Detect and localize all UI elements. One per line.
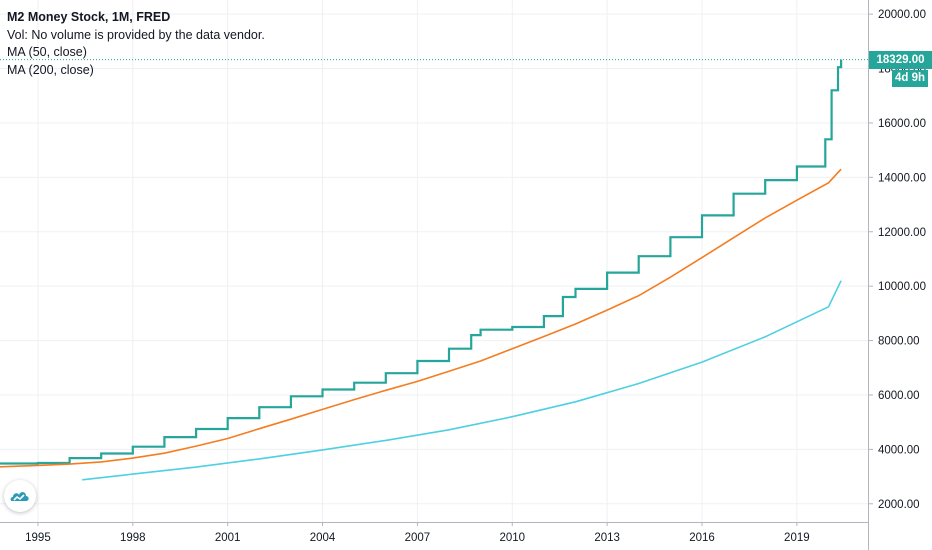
x-tick-label: 2007 xyxy=(405,532,431,544)
gridlines xyxy=(0,0,868,522)
y-tick-label: 4000.00 xyxy=(878,444,920,456)
x-tick-label: 2010 xyxy=(499,532,525,544)
x-tick-label: 1998 xyxy=(120,532,146,544)
y-tick-label: 10000.00 xyxy=(878,281,926,293)
bar-countdown-badge: 4d 9h xyxy=(892,69,928,87)
y-tick-label: 14000.00 xyxy=(878,172,926,184)
y-tick-label: 20000.00 xyxy=(878,9,926,21)
x-tick-label: 2004 xyxy=(310,532,336,544)
last-price-badge: 18329.00 xyxy=(869,50,932,69)
ma50-series-line xyxy=(0,168,842,468)
chart-series xyxy=(0,59,843,481)
x-tick-label: 2019 xyxy=(784,532,810,544)
x-tick-label: 1995 xyxy=(25,532,51,544)
price-series-line xyxy=(0,59,843,465)
legend-volume-note: Vol: No volume is provided by the data v… xyxy=(7,27,265,42)
y-tick-label: 8000.00 xyxy=(878,336,920,348)
y-tick-label: 12000.00 xyxy=(878,227,926,239)
legend-ma50[interactable]: MA (50, close) xyxy=(7,45,87,59)
chart-legend: M2 Money Stock, 1M, FRED Vol: No volume … xyxy=(7,9,265,79)
y-tick-label: 2000.00 xyxy=(878,499,920,511)
legend-ma200[interactable]: MA (200, close) xyxy=(7,62,94,77)
x-tick-label: 2016 xyxy=(689,532,715,544)
y-tick-label: 16000.00 xyxy=(878,118,926,130)
x-tick-label: 2013 xyxy=(594,532,620,544)
y-tick-label: 6000.00 xyxy=(878,390,920,402)
tradingview-logo-button[interactable] xyxy=(4,480,36,512)
x-tick-label: 2001 xyxy=(215,532,241,544)
legend-title[interactable]: M2 Money Stock, 1M, FRED xyxy=(7,10,171,24)
tradingview-cloud-icon xyxy=(10,492,29,501)
ma200-series-line xyxy=(82,280,842,481)
